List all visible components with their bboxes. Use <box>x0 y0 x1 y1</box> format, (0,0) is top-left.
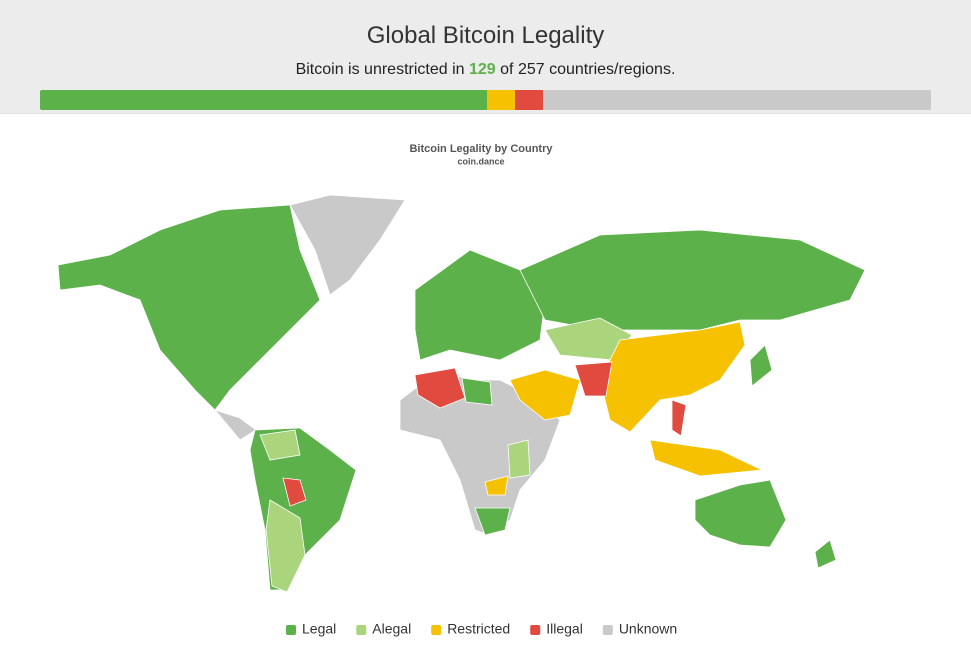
map <box>57 194 866 593</box>
map-subtitle: coin.dance <box>457 156 504 166</box>
summary: Bitcoin is unrestricted in 129 of 257 co… <box>0 61 971 79</box>
central-america <box>213 409 257 441</box>
legend-label: Legal <box>302 621 336 637</box>
legend: Legal Alegal Restricted Illegal Unknown <box>286 621 677 637</box>
legend-swatch <box>431 625 442 635</box>
middle-east <box>509 369 581 421</box>
map-title: Bitcoin Legality by Country <box>409 143 553 155</box>
south-america <box>249 427 357 591</box>
legend-label: Alegal <box>372 621 411 637</box>
legend-swatch <box>286 625 296 635</box>
libya <box>461 377 493 406</box>
page-title: Global Bitcoin Legality <box>366 22 605 49</box>
summary-suffix: countries/regions. <box>549 61 676 78</box>
europe <box>414 249 546 361</box>
indonesia <box>649 439 764 477</box>
legal-count: 129 <box>469 61 496 78</box>
bar-illegal <box>514 90 543 110</box>
japan <box>749 344 773 387</box>
header: Global Bitcoin Legality Bitcoin is unres… <box>0 0 971 114</box>
east-africa-alegal <box>507 439 531 479</box>
australia <box>694 479 787 548</box>
bar-legal <box>40 90 488 110</box>
new-zealand <box>814 539 837 569</box>
bolivia <box>282 477 307 507</box>
total-count: 257 <box>517 61 545 78</box>
legend-label: Illegal <box>546 621 583 637</box>
algeria <box>414 367 466 409</box>
russia <box>519 229 866 331</box>
summary-middle: of <box>500 61 514 78</box>
map-chart: Bitcoin Legality by Country coin.dance L… <box>57 143 866 637</box>
africa <box>399 369 561 536</box>
south-america-alegal <box>265 499 306 593</box>
bar-restricted <box>487 90 515 110</box>
greenland <box>289 194 406 296</box>
afghanistan-pakistan <box>574 361 613 397</box>
zambia <box>484 475 509 496</box>
summary-prefix: Bitcoin is unrestricted in <box>295 61 465 78</box>
legend-label: Unknown <box>619 621 677 637</box>
north-america <box>57 204 321 411</box>
legend-swatch <box>602 625 613 635</box>
legend-swatch <box>530 625 541 635</box>
legality-bar <box>40 90 931 110</box>
colombia <box>259 429 301 461</box>
legend-swatch <box>356 625 367 635</box>
south-africa <box>474 507 511 536</box>
vietnam <box>671 399 687 437</box>
legend-label: Restricted <box>447 621 510 637</box>
